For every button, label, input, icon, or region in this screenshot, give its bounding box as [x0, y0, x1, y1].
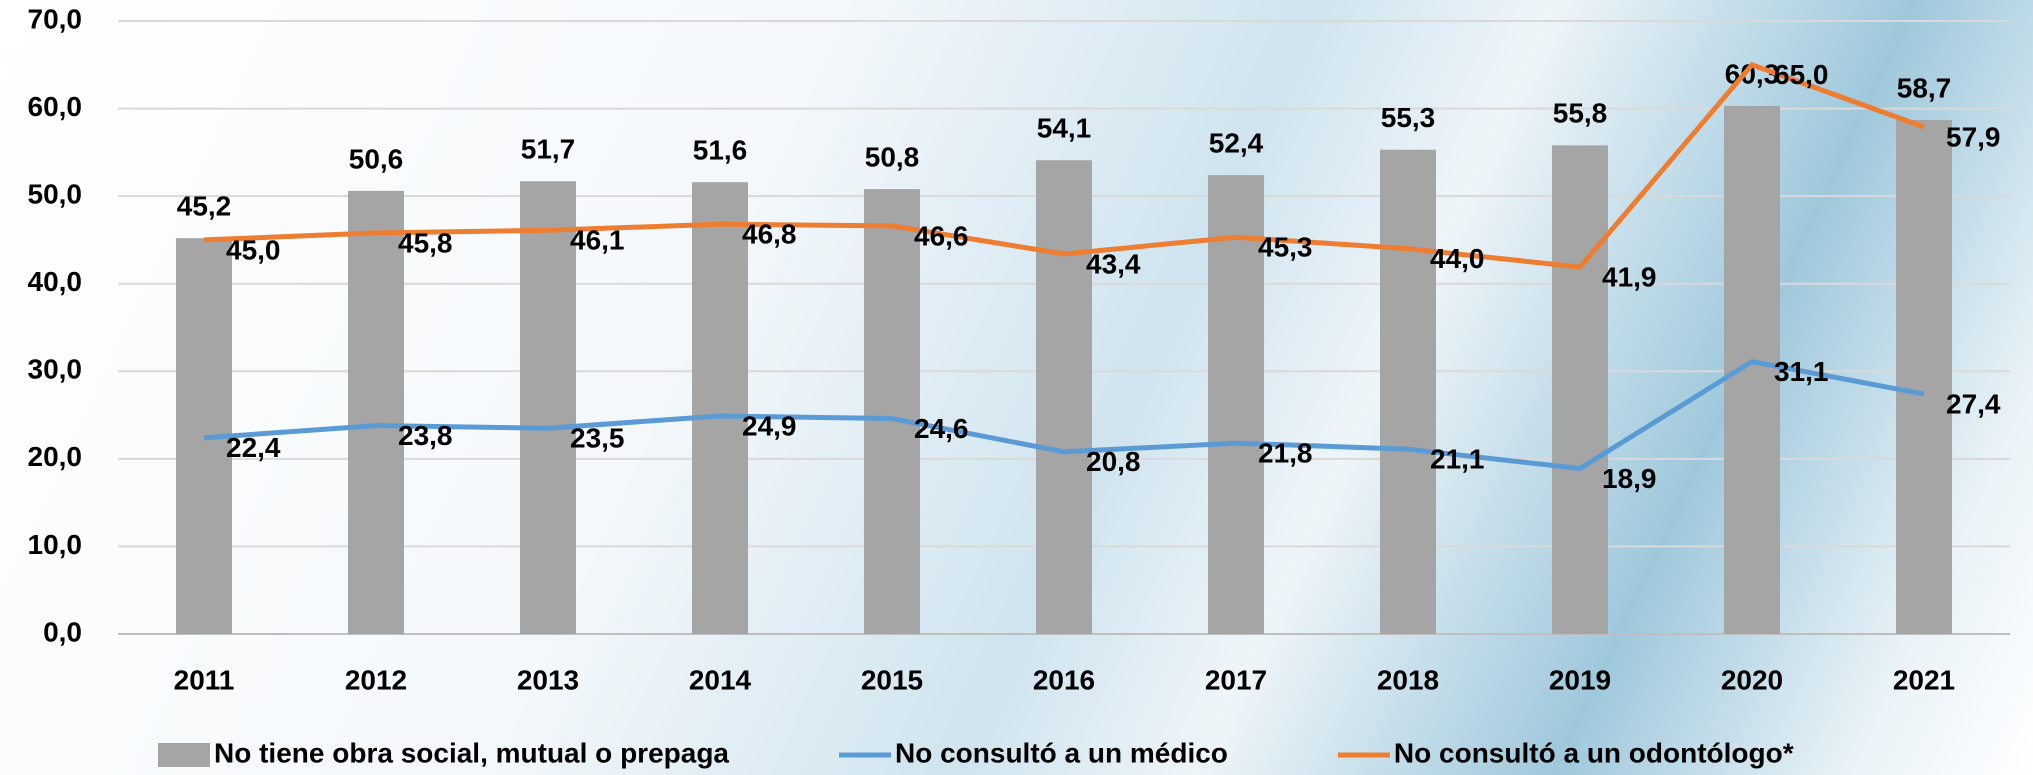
bar	[1036, 160, 1092, 634]
legend-swatch	[158, 743, 210, 767]
line-value-label: 45,3	[1258, 232, 1313, 263]
line	[203, 359, 1925, 472]
bar	[348, 190, 404, 635]
line-value-label: 43,4	[1086, 248, 1141, 279]
x-tick-label: 2016	[1033, 664, 1095, 695]
bar-value-label: 51,6	[693, 135, 748, 166]
bar	[520, 181, 576, 634]
bar	[1380, 149, 1436, 635]
bar	[1208, 175, 1264, 634]
line-value-label: 46,1	[570, 225, 625, 256]
y-tick-label: 50,0	[28, 179, 83, 210]
line-value-label: 21,8	[1258, 437, 1313, 468]
line-value-label: 23,5	[570, 423, 625, 454]
bar-value-label: 54,1	[1037, 113, 1092, 144]
bar	[1552, 145, 1608, 634]
line-value-label: 18,9	[1602, 463, 1657, 494]
legend-label: No tiene obra social, mutual o prepaga	[214, 737, 729, 768]
line	[203, 61, 1925, 270]
bar	[1896, 119, 1952, 635]
x-tick-label: 2012	[345, 664, 407, 695]
line-value-label: 45,8	[398, 227, 453, 258]
x-tick-label: 2015	[861, 664, 923, 695]
bar-value-label: 50,8	[865, 142, 920, 173]
line-value-label: 44,0	[1430, 243, 1485, 274]
bar-value-label: 55,3	[1381, 102, 1436, 133]
legend-label: No consultó a un odontólogo*	[1394, 737, 1794, 768]
line-value-label: 41,9	[1602, 261, 1657, 292]
x-tick-label: 2014	[689, 664, 752, 695]
line-value-label: 27,4	[1946, 388, 2001, 419]
x-tick-label: 2021	[1893, 664, 1955, 695]
x-tick-label: 2020	[1721, 664, 1783, 695]
x-tick-label: 2011	[174, 664, 235, 695]
y-tick-label: 10,0	[28, 529, 83, 560]
line-value-label: 24,9	[742, 410, 797, 441]
x-tick-label: 2013	[517, 664, 579, 695]
line-value-label: 23,8	[398, 420, 453, 451]
bar-value-label: 51,7	[521, 134, 576, 165]
bar	[1724, 105, 1780, 635]
bar	[864, 189, 920, 634]
line-value-label: 57,9	[1946, 121, 2001, 152]
line-value-label: 21,1	[1430, 444, 1485, 475]
y-tick-label: 30,0	[28, 354, 83, 385]
line-value-label: 20,8	[1086, 446, 1141, 477]
bar-value-label: 55,8	[1553, 98, 1608, 129]
line-value-label: 45,0	[226, 234, 281, 265]
bar-value-label: 58,7	[1897, 72, 1952, 103]
y-tick-label: 20,0	[28, 441, 83, 472]
y-tick-label: 60,0	[28, 91, 83, 122]
bar	[692, 182, 748, 635]
line-value-label: 22,4	[226, 432, 281, 463]
bar-value-label: 50,6	[349, 143, 404, 174]
bar-value-label: 45,2	[177, 191, 232, 222]
bar-value-label: 52,4	[1209, 128, 1264, 159]
line-value-label: 46,6	[914, 220, 969, 251]
legend-label: No consultó a un médico	[895, 737, 1228, 768]
y-tick-label: 0,0	[43, 616, 82, 647]
y-tick-label: 70,0	[28, 3, 83, 34]
x-tick-label: 2019	[1549, 664, 1611, 695]
line-value-label: 65,0	[1774, 59, 1829, 90]
line-value-label: 31,1	[1774, 356, 1829, 387]
y-tick-label: 40,0	[28, 266, 83, 297]
x-tick-label: 2018	[1377, 664, 1439, 695]
line-value-label: 46,8	[742, 219, 797, 250]
line-value-label: 24,6	[914, 413, 969, 444]
x-tick-label: 2017	[1205, 664, 1267, 695]
